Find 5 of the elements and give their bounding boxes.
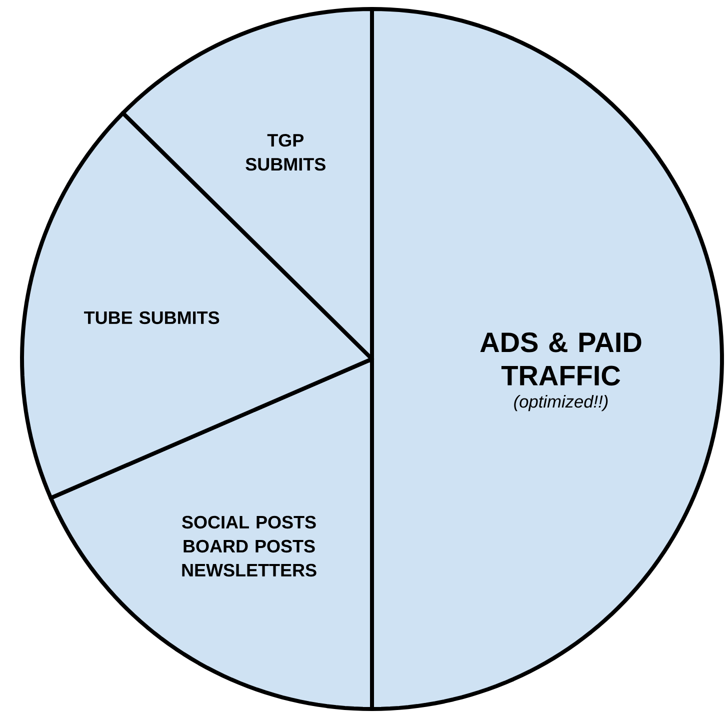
slice-label: ADS & PAID TRAFFIC — [480, 332, 642, 386]
slice-label: TGP SUBMITS — [246, 134, 326, 171]
text: (optimized!!) — [514, 394, 608, 412]
slice-label: TUBE SUBMITS — [84, 311, 220, 324]
slice-label: SOCIAL POSTS BOARD POSTS NEWSLETTERS — [182, 516, 316, 577]
